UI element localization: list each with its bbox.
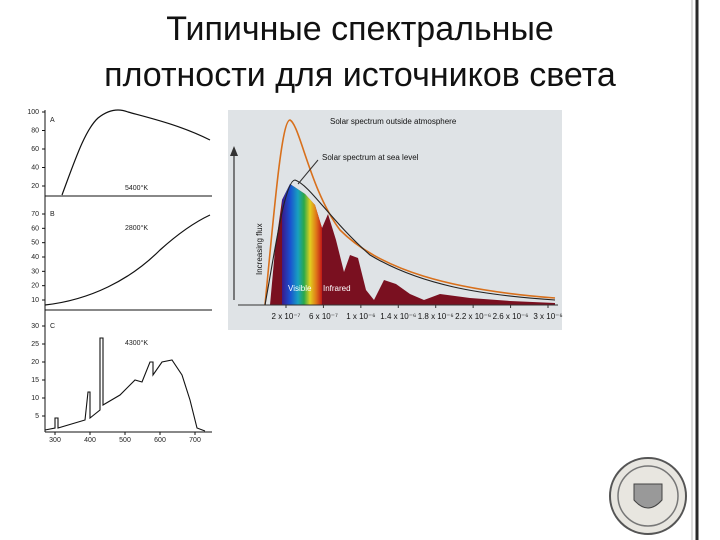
y-tick-label: 50 xyxy=(31,240,39,247)
y-tick-label: 80 xyxy=(31,128,39,135)
y-tick-label: 20 xyxy=(31,283,39,290)
x-tick-label: 2.2 x 10⁻⁶ xyxy=(455,312,491,321)
temperature-label: 2800°K xyxy=(125,224,148,232)
x-tick-label: 700 xyxy=(189,437,201,444)
temperature-label: 4300°K xyxy=(125,339,148,347)
outside-curve xyxy=(264,119,556,306)
x-tick-label: 1.8 x 10⁻⁶ xyxy=(418,312,454,321)
x-tick-label: 2.6 x 10⁻⁶ xyxy=(493,312,529,321)
x-tick-label: 2 x 10⁻⁷ xyxy=(272,312,301,321)
visible-label: Visible xyxy=(288,284,312,293)
y-tick-label: 25 xyxy=(31,341,39,348)
x-tick-label: 1 x 10⁻⁶ xyxy=(346,312,375,321)
left-figure: A 5400°K 100 80 60 40 20 B 2800°K 70 60 50 40 30 20 10 C… xyxy=(8,104,216,450)
panel-label: B xyxy=(50,211,55,218)
x-tick-label: 300 xyxy=(49,437,61,444)
x-tick-label: 500 xyxy=(119,437,131,444)
temperature-label: 5400°K xyxy=(125,184,148,192)
figure-bg xyxy=(8,104,216,450)
y-tick-label: 100 xyxy=(27,109,39,116)
title: Типичные спектральные xyxy=(166,10,554,48)
y-tick-label: 30 xyxy=(31,323,39,330)
blackbody-curve xyxy=(264,179,556,306)
x-tick-label: 1.4 x 10⁻⁶ xyxy=(380,312,416,321)
y-tick-label: 70 xyxy=(31,211,39,218)
y-tick-label: 20 xyxy=(31,183,39,190)
x-tick-label: 400 xyxy=(84,437,96,444)
y-tick-label: 30 xyxy=(31,268,39,275)
y-tick-label: 60 xyxy=(31,146,39,153)
y-tick-label: 40 xyxy=(31,165,39,172)
spectrum-area xyxy=(270,184,555,305)
x-tick-label: 6 x 10⁻⁷ xyxy=(309,312,338,321)
infrared-label: Infrared xyxy=(323,284,351,293)
y-tick-label: 5 xyxy=(35,413,39,420)
leader xyxy=(297,159,319,185)
panel-label: C xyxy=(50,323,55,330)
y-tick-label: 60 xyxy=(31,225,39,232)
curve xyxy=(61,109,211,196)
y-tick-label: 10 xyxy=(31,297,39,304)
title: плотности для источников света xyxy=(104,56,616,94)
emblem-ring xyxy=(617,465,679,527)
x-tick-label: 600 xyxy=(154,437,166,444)
emblem xyxy=(609,457,687,535)
y-tick-label: 15 xyxy=(31,377,39,384)
arrow-head xyxy=(230,146,238,156)
x-tick-label: 3 x 10⁻⁶ xyxy=(533,312,562,321)
y-label: Increasing flux xyxy=(255,223,264,275)
y-tick-label: 20 xyxy=(31,359,39,366)
right-figure: Solar spectrum outside atmosphere Solar … xyxy=(228,110,563,330)
outside-label: Solar spectrum outside atmosphere xyxy=(330,117,457,126)
curve xyxy=(44,214,211,306)
panel-label: A xyxy=(50,117,55,124)
curve xyxy=(44,337,206,432)
y-tick-label: 10 xyxy=(31,395,39,402)
emblem-shield xyxy=(633,483,663,509)
y-tick-label: 40 xyxy=(31,254,39,261)
sea-label: Solar spectrum at sea level xyxy=(322,153,419,162)
